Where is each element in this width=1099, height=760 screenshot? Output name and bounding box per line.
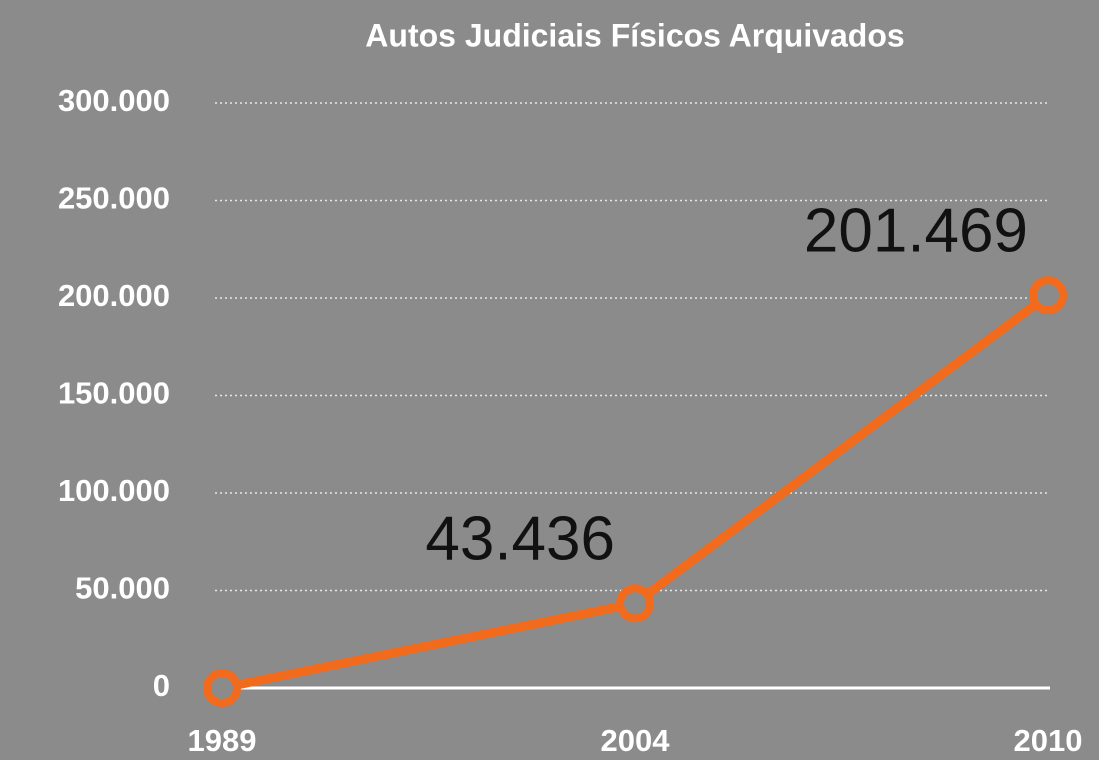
y-tick-label: 200.000 — [58, 278, 170, 313]
x-tick-label: 2004 — [601, 723, 671, 758]
point-marker — [616, 584, 654, 623]
data-label: 201.469 — [804, 197, 1028, 266]
y-tick-label: 0 — [153, 668, 170, 703]
point-marker — [203, 669, 241, 707]
data-label: 43.436 — [425, 505, 615, 574]
y-tick-label: 250.000 — [58, 181, 170, 216]
x-tick-label: 1989 — [188, 723, 257, 758]
x-tick-label: 2010 — [1014, 723, 1083, 758]
point-marker — [1029, 276, 1067, 315]
chart-title: Autos Judiciais Físicos Arquivados — [365, 17, 904, 53]
y-tick-label: 150.000 — [58, 376, 170, 411]
y-tick-label: 100.000 — [58, 473, 170, 508]
y-tick-label: 300.000 — [58, 83, 170, 118]
y-tick-label: 50.000 — [75, 571, 170, 606]
